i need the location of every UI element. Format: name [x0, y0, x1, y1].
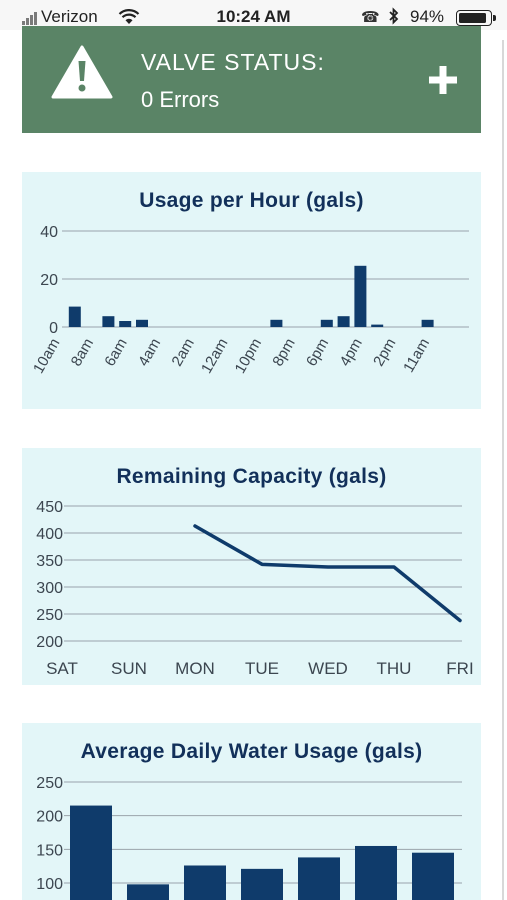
daily-usage-bar [241, 868, 283, 900]
wifi-icon [118, 9, 140, 24]
average-daily-usage-title: Average Daily Water Usage (gals) [80, 740, 423, 763]
remaining-capacity-chart: 200 250 300 350 400 450 SAT SUN MON TUE WED THU FRI [36, 499, 473, 678]
x-tick-label: 10am [30, 336, 63, 377]
usage-per-hour-title: Usage per Hour (gals) [139, 189, 364, 212]
x-tick-label: 4pm [337, 336, 366, 370]
y-tick-label: 250 [36, 775, 63, 792]
usage-bar [371, 324, 384, 327]
x-tick-label: WED [308, 659, 348, 678]
y-tick-label: 150 [36, 842, 63, 859]
battery-icon [456, 10, 496, 26]
y-tick-label: 20 [40, 272, 58, 289]
x-tick-label: SUN [111, 659, 147, 678]
y-tick-label: 0 [49, 320, 58, 337]
status-bar: Verizon 10:24 AM ☎ 94% [0, 0, 507, 30]
x-tick-label: 10pm [232, 336, 265, 377]
usage-bar [136, 319, 148, 327]
usage-bar [354, 265, 367, 327]
x-tick-label: 8am [68, 336, 97, 370]
usage-bar [421, 319, 434, 327]
battery-percent: 94% [410, 7, 445, 26]
cellular-signal-icon [22, 11, 37, 25]
valve-status-title: VALVE STATUS: [141, 49, 325, 75]
x-tick-label: 4am [135, 336, 164, 370]
usage-bar [337, 316, 350, 327]
usage-bar [320, 319, 333, 327]
x-tick-label: 2am [169, 336, 198, 370]
average-daily-usage-chart: 100 150 200 250 [36, 775, 462, 900]
usage-per-hour-card: Usage per Hour (gals) 0 20 40 10am 8am 6am 4am… [22, 172, 481, 409]
x-tick-label: MON [175, 659, 215, 678]
daily-usage-bar [355, 845, 397, 900]
x-tick-label: 6pm [303, 336, 332, 370]
y-tick-label: 450 [36, 499, 63, 516]
x-tick-label: FRI [446, 659, 473, 678]
usage-bar [68, 306, 81, 327]
daily-usage-bar [298, 857, 340, 900]
x-tick-label: 2pm [370, 336, 399, 370]
y-tick-label: 200 [36, 634, 63, 651]
battery-level [459, 13, 487, 23]
x-tick-label: 12am [198, 336, 231, 377]
bluetooth-icon [389, 7, 399, 25]
y-tick-label: 200 [36, 809, 63, 826]
x-tick-label: 11am [400, 336, 433, 376]
y-tick-label: 300 [36, 580, 63, 597]
usage-bar [270, 319, 283, 327]
daily-usage-bar [127, 884, 169, 900]
usage-bar [119, 321, 132, 327]
remaining-capacity-card: Remaining Capacity (gals) 200 250 300 350 40… [22, 448, 481, 685]
capacity-line [193, 524, 462, 623]
remaining-capacity-title: Remaining Capacity (gals) [116, 465, 387, 488]
warning-icon [51, 45, 113, 99]
y-tick-label: 350 [36, 553, 63, 570]
usage-per-hour-chart: 0 20 40 10am 8am 6am 4am 2am 12am 10pm 8pm 6pm 4pm 2p… [30, 224, 469, 377]
y-tick-label: 400 [36, 526, 63, 543]
carrier-name: Verizon [41, 7, 98, 26]
clock: 10:24 AM [216, 7, 291, 26]
scrollbar[interactable] [502, 40, 504, 900]
x-tick-label: 8pm [269, 336, 298, 370]
x-tick-label: THU [377, 659, 412, 678]
usage-bar [102, 316, 115, 327]
add-button[interactable] [425, 62, 461, 98]
x-tick-label: 6am [101, 336, 130, 370]
daily-usage-bar [412, 852, 454, 900]
valve-status-banner: VALVE STATUS: 0 Errors [22, 26, 481, 133]
average-daily-usage-card: Average Daily Water Usage (gals) 100 150 2… [22, 723, 481, 900]
y-tick-label: 40 [40, 224, 58, 241]
y-tick-label: 250 [36, 607, 63, 624]
y-tick-label: 100 [36, 876, 63, 893]
x-tick-label: SAT [46, 659, 78, 678]
valve-error-count: 0 Errors [141, 87, 220, 112]
daily-usage-bar [70, 805, 112, 900]
call-forwarding-icon: ☎ [361, 9, 380, 26]
x-tick-label: TUE [245, 659, 279, 678]
daily-usage-bar [184, 865, 226, 900]
